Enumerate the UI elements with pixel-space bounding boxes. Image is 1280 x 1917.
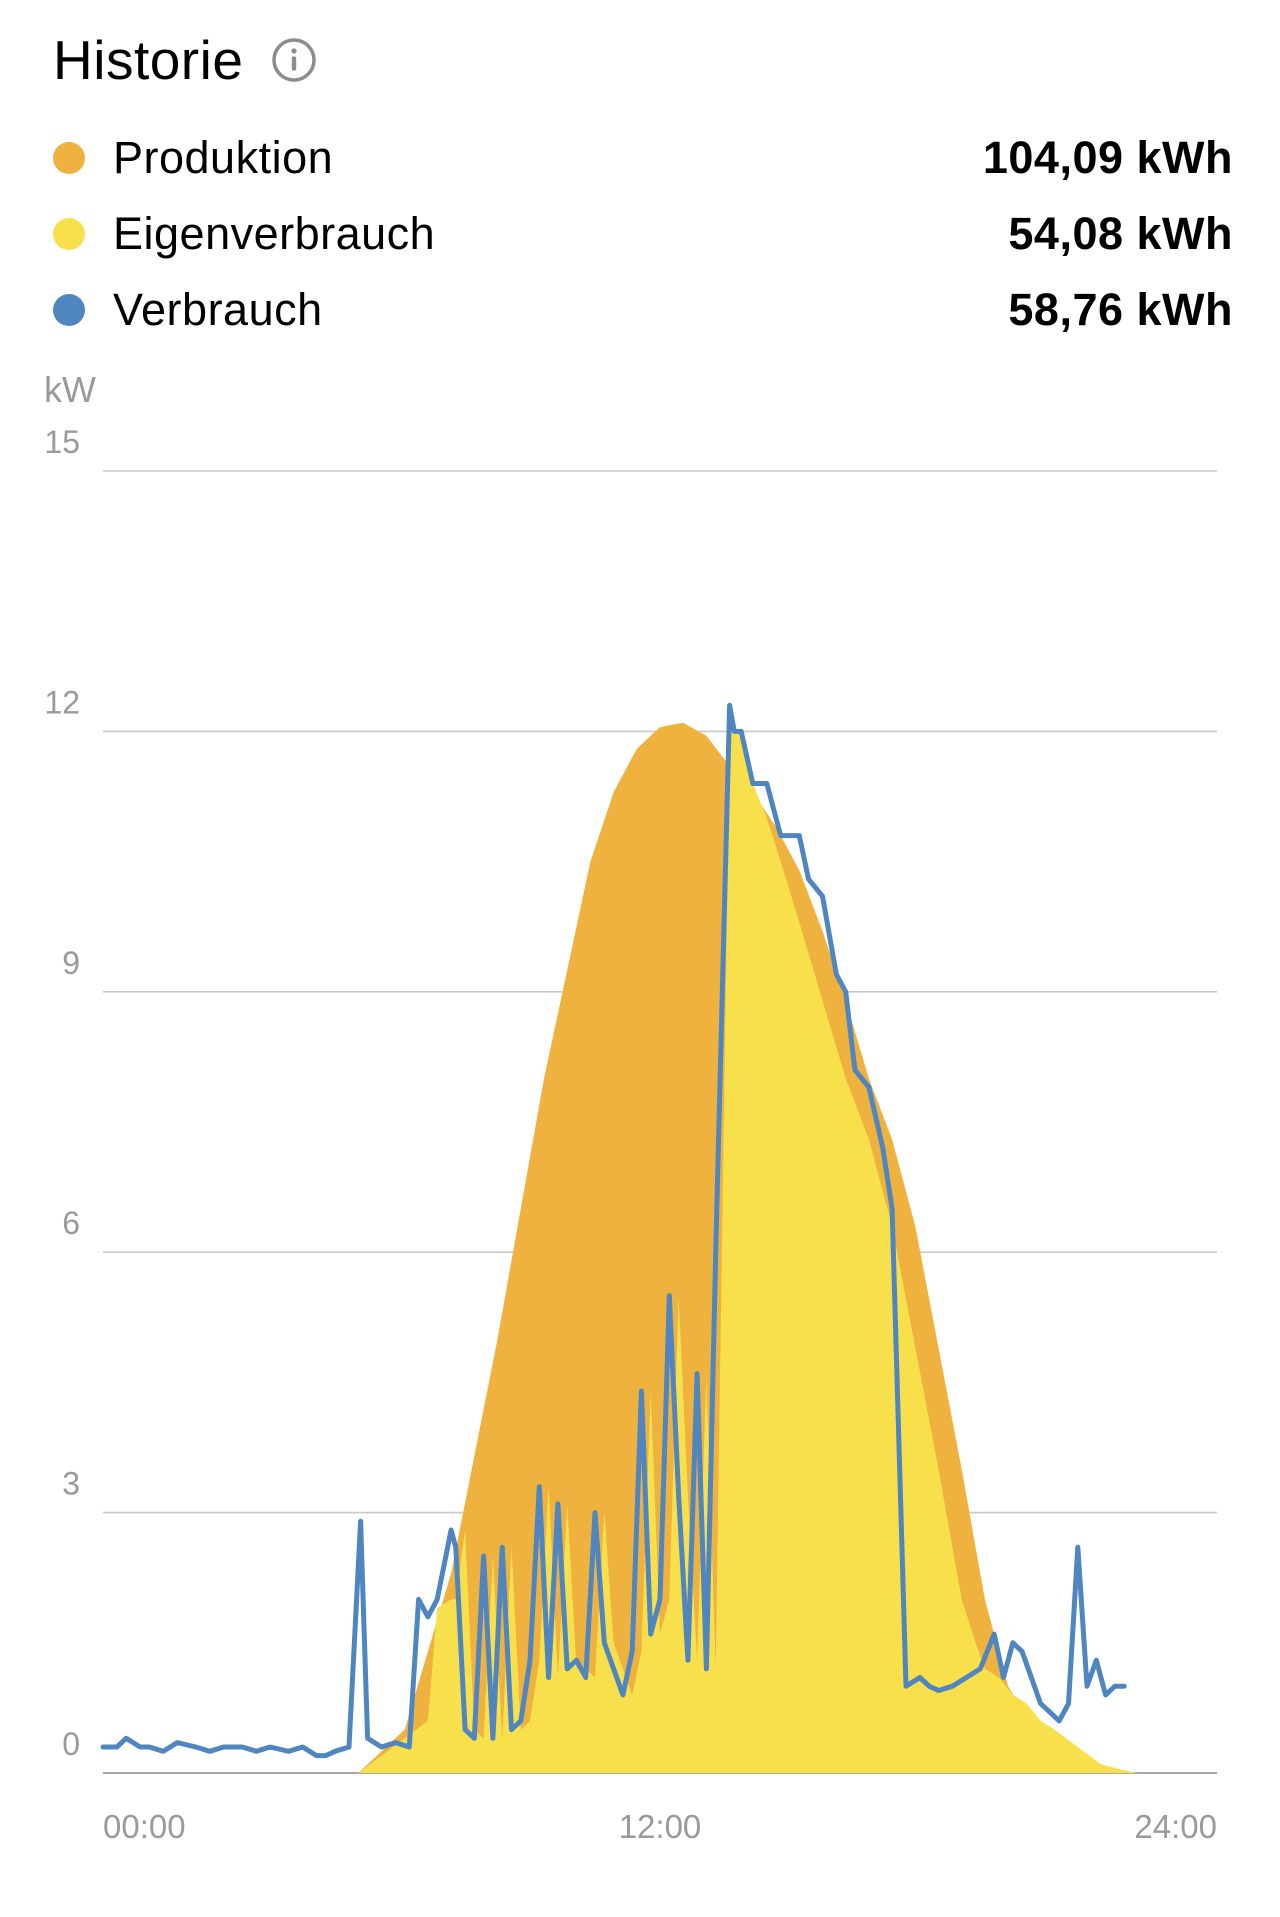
y-tick-label: 3 [62, 1466, 80, 1502]
legend-value: 58,76 kWh [1008, 284, 1233, 335]
legend-item-produktion: Produktion 104,09 kWh [53, 120, 1233, 196]
header: Historie [53, 28, 317, 92]
legend-label: Eigenverbrauch [113, 208, 436, 259]
legend-label: Produktion [113, 132, 334, 183]
page-title: Historie [53, 29, 244, 91]
area-eigenverbrauch [103, 731, 1217, 1773]
y-tick-label: 0 [62, 1726, 80, 1762]
x-tick-label: 24:00 [1134, 1808, 1217, 1845]
lines [100, 702, 1127, 1759]
legend-label: Verbrauch [113, 284, 323, 335]
areas [103, 722, 1217, 1774]
x-tick-label: 12:00 [619, 1808, 702, 1845]
legend: Produktion 104,09 kWh Eigenverbrauch 54,… [53, 120, 1233, 348]
power-chart: kW 15 12 9 6 3 0 00:00 12:00 24:00 [44, 369, 1217, 1845]
info-icon[interactable] [271, 37, 317, 83]
legend-item-verbrauch: Verbrauch 58,76 kWh [53, 272, 1233, 348]
y-tick-label: 9 [62, 945, 80, 981]
legend-item-eigenverbrauch: Eigenverbrauch 54,08 kWh [53, 196, 1233, 272]
legend-value: 54,08 kWh [1008, 208, 1233, 259]
produktion-dot [53, 142, 85, 174]
x-axis: 00:00 12:00 24:00 [103, 1808, 1217, 1845]
x-tick-label: 00:00 [103, 1808, 186, 1845]
legend-value: 104,09 kWh [982, 132, 1233, 183]
eigenverbrauch-dot [53, 218, 85, 250]
y-tick-label: 15 [44, 424, 80, 460]
y-unit-label: kW [44, 369, 96, 410]
y-tick-label: 12 [44, 684, 80, 720]
area-produktion [103, 722, 1217, 1774]
line-verbrauch [100, 702, 1127, 1759]
y-tick-label: 6 [62, 1205, 80, 1241]
verbrauch-dot [53, 294, 85, 326]
